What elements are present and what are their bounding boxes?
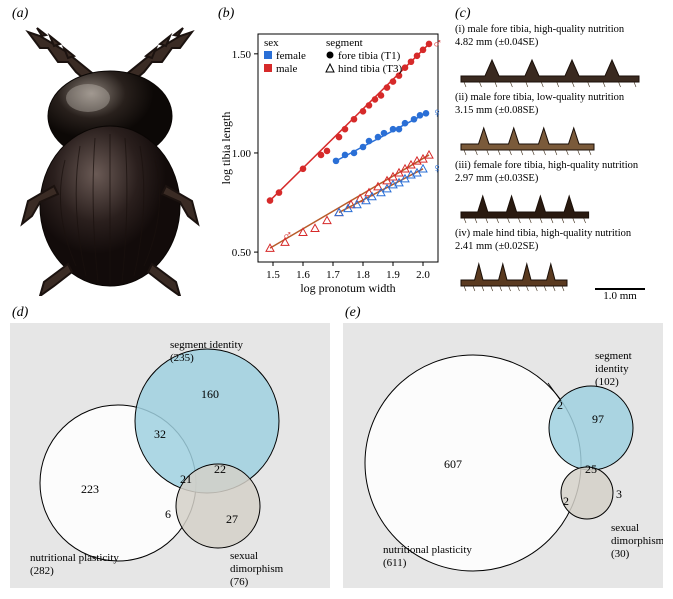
svg-text:32: 32 xyxy=(154,427,166,441)
venn-e-svg: 6079732252segmentidentity(102)nutritiona… xyxy=(343,323,663,588)
tibia-image xyxy=(459,188,644,224)
tibia-caption: (iv) male hind tibia, high-quality nutri… xyxy=(455,228,667,241)
panel-b: (b) 1.5 1.6 1.7 1.8 1.9 2.0 0.50 1.00 1.50 log pr… xyxy=(218,6,448,296)
tibia-value: 2.97 mm (±0.03SE) xyxy=(455,173,667,186)
svg-text:segment: segment xyxy=(595,350,632,362)
svg-text:(30): (30) xyxy=(611,548,630,560)
tibia-item: (iv) male hind tibia, high-quality nutri… xyxy=(455,228,667,294)
svg-text:♂: ♂ xyxy=(282,229,293,244)
tibia-image xyxy=(459,52,644,88)
svg-text:dimorphism: dimorphism xyxy=(230,563,284,575)
svg-text:nutritional plasticity: nutritional plasticity xyxy=(383,544,472,556)
svg-text:(235): (235) xyxy=(170,352,194,364)
svg-text:607: 607 xyxy=(444,457,462,471)
svg-text:27: 27 xyxy=(226,512,238,526)
tibia-caption: (i) male fore tibia, high-quality nutrit… xyxy=(455,24,667,37)
svg-text:female: female xyxy=(276,50,306,62)
bottom-row: (d) 160223273222621segment identity(235)… xyxy=(0,305,673,599)
svg-text:segment identity: segment identity xyxy=(170,339,244,351)
svg-text:♀: ♀ xyxy=(432,162,443,177)
svg-text:(611): (611) xyxy=(383,557,407,569)
svg-text:nutritional plasticity: nutritional plasticity xyxy=(30,552,119,564)
svg-text:identity: identity xyxy=(595,363,629,375)
tibia-value: 4.82 mm (±0.04SE) xyxy=(455,37,667,50)
svg-text:1.50: 1.50 xyxy=(232,49,252,61)
svg-text:3: 3 xyxy=(616,487,622,501)
svg-text:2: 2 xyxy=(563,494,569,508)
panel-c-label: (c) xyxy=(455,6,471,22)
svg-text:97: 97 xyxy=(592,412,604,426)
svg-text:sexual: sexual xyxy=(230,550,258,562)
svg-text:log tibia length: log tibia length xyxy=(219,112,233,185)
svg-text:(76): (76) xyxy=(230,576,249,588)
tibia-image xyxy=(459,120,644,156)
svg-text:223: 223 xyxy=(81,482,99,496)
svg-text:1.6: 1.6 xyxy=(296,269,310,281)
tibia-value: 3.15 mm (±0.08SE) xyxy=(455,105,667,118)
svg-text:log pronotum width: log pronotum width xyxy=(300,281,395,295)
svg-text:22: 22 xyxy=(214,462,226,476)
svg-text:♂: ♂ xyxy=(432,37,443,52)
tibia-value: 2.41 mm (±0.02SE) xyxy=(455,241,667,254)
svg-text:21: 21 xyxy=(180,472,192,486)
tibia-caption: (ii) male fore tibia, low-quality nutrit… xyxy=(455,92,667,105)
tibia-item: (iii) female fore tibia, high-quality nu… xyxy=(455,160,667,226)
panel-d: 160 223 27 32 22 6 21 segment identity(235) nutr… xyxy=(10,323,330,588)
tibia-caption: (iii) female fore tibia, high-quality nu… xyxy=(455,160,667,173)
svg-text:hind tibia (T3): hind tibia (T3) xyxy=(338,63,402,75)
panel-a-label: (a) xyxy=(12,6,28,22)
svg-text:♀: ♀ xyxy=(432,106,443,121)
svg-text:160: 160 xyxy=(201,387,219,401)
panel-a: (a) xyxy=(10,6,210,296)
svg-text:dimorphism: dimorphism xyxy=(611,535,663,547)
panel-e: 6079732252segmentidentity(102)nutritiona… xyxy=(343,323,663,588)
tibia-image xyxy=(459,256,644,292)
tibia-item: (i) male fore tibia, high-quality nutrit… xyxy=(455,24,667,90)
panel-d-label: (d) xyxy=(12,305,28,321)
svg-text:25: 25 xyxy=(585,462,597,476)
tibia-item: (ii) male fore tibia, low-quality nutrit… xyxy=(455,92,667,158)
svg-text:male: male xyxy=(276,63,297,75)
svg-text:1.5: 1.5 xyxy=(266,269,280,281)
svg-text:1.00: 1.00 xyxy=(232,148,252,160)
panel-b-label: (b) xyxy=(218,6,234,22)
svg-text:(282): (282) xyxy=(30,565,54,577)
svg-text:segment: segment xyxy=(326,37,363,49)
svg-text:1.8: 1.8 xyxy=(356,269,370,281)
svg-text:1.7: 1.7 xyxy=(326,269,340,281)
svg-text:6: 6 xyxy=(165,507,171,521)
svg-text:1.9: 1.9 xyxy=(386,269,400,281)
top-row: (a) xyxy=(0,0,673,305)
svg-text:0.50: 0.50 xyxy=(232,247,252,259)
venn-d-svg: 160 223 27 32 22 6 21 segment identity(235) nutr… xyxy=(10,323,330,588)
scatter-chart: 1.5 1.6 1.7 1.8 1.9 2.0 0.50 1.00 1.50 log pronot… xyxy=(218,26,448,296)
scale-bar: 1.0 mm xyxy=(595,288,645,302)
beetle-image xyxy=(10,26,210,296)
panel-c: (c) (i) male fore tibia, high-quality nu… xyxy=(455,6,667,296)
svg-text:sex: sex xyxy=(264,37,279,49)
svg-text:2.0: 2.0 xyxy=(416,269,430,281)
panel-e-label: (e) xyxy=(345,305,361,321)
svg-text:fore tibia (T1): fore tibia (T1) xyxy=(338,50,401,62)
svg-text:(102): (102) xyxy=(595,376,619,388)
svg-text:sexual: sexual xyxy=(611,522,639,534)
